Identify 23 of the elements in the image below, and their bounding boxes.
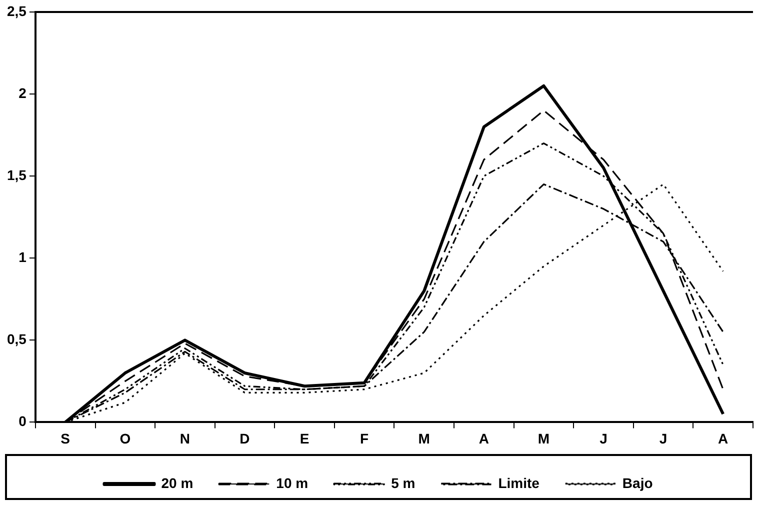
- x-tick-label: N: [180, 430, 190, 446]
- legend-label: Limite: [498, 474, 540, 491]
- x-tick-label: A: [478, 430, 489, 446]
- y-tick-label: 1,5: [6, 166, 27, 183]
- legend-label: 5 m: [391, 474, 416, 491]
- x-tick-label: O: [120, 430, 131, 446]
- x-tick-label: F: [360, 430, 370, 446]
- x-tick-label: E: [300, 430, 310, 446]
- x-tick-label: S: [60, 430, 70, 446]
- x-tick-label: M: [418, 430, 430, 446]
- x-tick-label: M: [538, 430, 550, 446]
- x-tick-label: J: [659, 430, 668, 446]
- x-tick-label: A: [718, 430, 728, 446]
- legend-label: Bajo: [622, 474, 653, 491]
- y-tick-label: 1: [18, 248, 27, 265]
- legend-label: 20 m: [161, 474, 194, 491]
- legend-label: 10 m: [276, 474, 308, 491]
- y-tick-label: 0: [18, 413, 27, 430]
- x-tick-label: D: [240, 430, 250, 446]
- x-tick-label: J: [600, 430, 608, 446]
- y-tick-label: 2: [18, 84, 27, 101]
- y-tick-label: 0,5: [6, 331, 27, 348]
- y-tick-label: 2,5: [6, 2, 27, 19]
